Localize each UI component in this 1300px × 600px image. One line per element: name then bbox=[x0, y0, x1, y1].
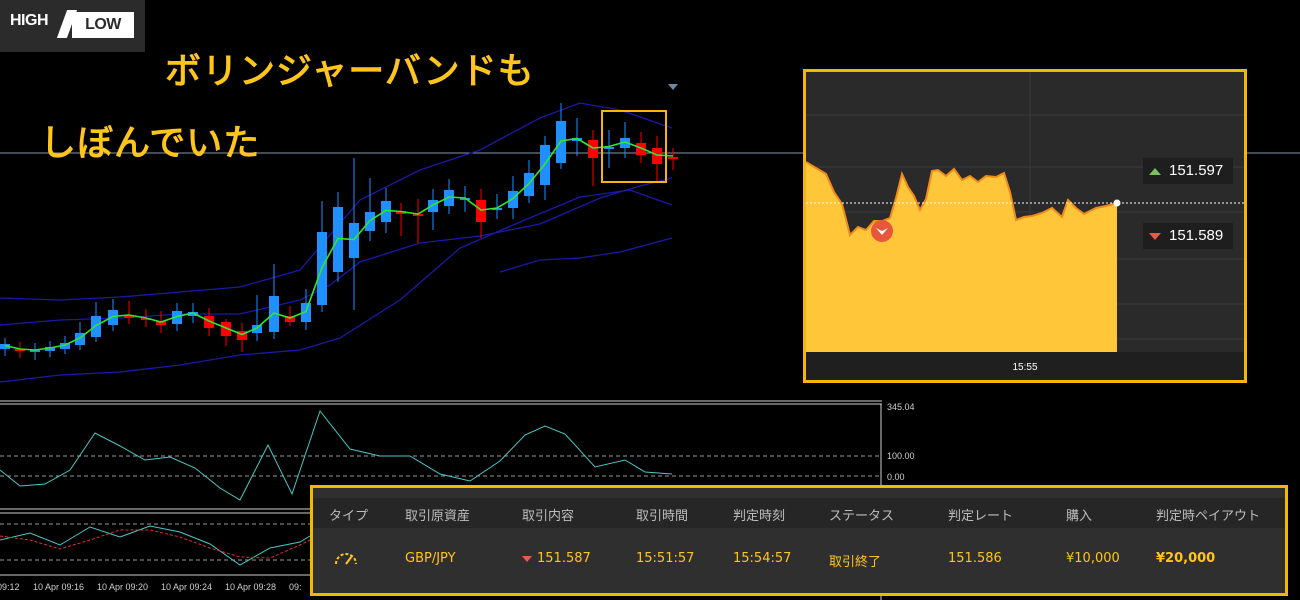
bear-candle bbox=[636, 143, 646, 155]
cell-purchase: ¥10,000 bbox=[1066, 551, 1120, 566]
bull-candle bbox=[45, 347, 55, 351]
bull-candle bbox=[188, 312, 198, 316]
bear-candle bbox=[156, 321, 166, 325]
time-axis-label: 09: bbox=[289, 582, 302, 592]
arrow-down-icon bbox=[522, 555, 532, 562]
time-axis-label: 10 Apr 09:24 bbox=[161, 582, 212, 592]
column-header-type: タイプ bbox=[329, 509, 369, 524]
high-price-tag: 151.597 bbox=[1143, 158, 1234, 184]
time-axis-label: 10 Apr 09:28 bbox=[225, 582, 276, 592]
bear-candle bbox=[15, 349, 25, 351]
column-header-status: ステータス bbox=[829, 509, 895, 524]
arrow-down-icon bbox=[1149, 232, 1161, 240]
bear-candle bbox=[141, 318, 151, 320]
moving-average-line bbox=[4, 137, 674, 351]
column-header-payout: 判定時ペイアウト bbox=[1156, 509, 1261, 524]
bear-candle bbox=[204, 316, 214, 328]
trade-history-panel: タイプ 取引原資産 取引内容 取引時間 判定時刻 ステータス 判定レート 購入 … bbox=[310, 485, 1288, 596]
table-header-row: タイプ 取引原資産 取引内容 取引時間 判定時刻 ステータス 判定レート 購入 … bbox=[313, 498, 1285, 528]
osc-axis-label: 345.04 bbox=[887, 402, 915, 412]
osc-axis-label: 100.00 bbox=[887, 451, 915, 461]
cell-content: 151.587 bbox=[522, 551, 591, 566]
stochastic-signal-line bbox=[0, 529, 311, 559]
bull-candle bbox=[108, 310, 118, 325]
trade-time-strip: 15:55 bbox=[806, 352, 1244, 380]
time-axis-label: 10 Apr 09:16 bbox=[33, 582, 84, 592]
bull-candle bbox=[30, 350, 40, 352]
bull-candle bbox=[252, 325, 262, 333]
bear-candle bbox=[237, 331, 247, 340]
current-price-dot bbox=[1113, 199, 1121, 207]
price-area bbox=[806, 162, 1117, 354]
arrow-up-icon bbox=[1149, 167, 1161, 175]
logo-high-text: HIGH bbox=[10, 12, 49, 29]
bollinger-band bbox=[499, 237, 673, 273]
bear-candle bbox=[476, 200, 486, 222]
logo-low-text: LOW bbox=[72, 12, 134, 38]
cell-content-value: 151.587 bbox=[537, 551, 591, 566]
chevron-down-icon[interactable] bbox=[668, 84, 678, 90]
time-axis-label: 09:12 bbox=[0, 582, 20, 592]
osc-axis-label: 0.00 bbox=[887, 472, 905, 482]
bear-candle bbox=[285, 316, 295, 322]
bull-candle bbox=[572, 138, 582, 141]
bull-candle bbox=[349, 223, 359, 258]
bear-candle bbox=[668, 157, 678, 159]
bull-candle bbox=[604, 147, 614, 149]
bull-candle bbox=[60, 343, 70, 349]
column-header-purchase: 購入 bbox=[1066, 509, 1093, 524]
cell-judgment-rate: 151.586 bbox=[948, 551, 1002, 566]
headline-line-1: ボリンジャーバンドも bbox=[165, 51, 535, 92]
bull-candle bbox=[381, 201, 391, 222]
bull-candle bbox=[492, 208, 502, 210]
highlight-box bbox=[601, 110, 667, 183]
column-header-judgment-time: 判定時刻 bbox=[733, 509, 786, 524]
bull-candle bbox=[444, 190, 454, 206]
bull-candle bbox=[75, 333, 85, 345]
bull-candle bbox=[0, 344, 10, 349]
trade-chart: 151.597 151.589 15:55 bbox=[803, 69, 1247, 383]
cell-payout: ¥20,000 bbox=[1156, 551, 1216, 566]
bull-candle bbox=[428, 200, 438, 212]
high-price: 151.597 bbox=[1169, 162, 1224, 179]
bear-candle bbox=[396, 211, 406, 214]
cell-trade-time: 15:51:57 bbox=[636, 551, 695, 566]
bear-candle bbox=[413, 214, 423, 216]
bull-candle bbox=[508, 191, 518, 208]
column-header-judgment-rate: 判定レート bbox=[948, 509, 1014, 524]
column-header-trade-time: 取引時間 bbox=[636, 509, 689, 524]
bollinger-lower-band bbox=[0, 189, 673, 383]
column-header-asset: 取引原資産 bbox=[405, 509, 471, 524]
low-price: 151.589 bbox=[1169, 227, 1224, 244]
gauge-icon bbox=[335, 553, 357, 565]
bear-candle bbox=[588, 140, 598, 158]
cell-status: 取引終了 bbox=[829, 555, 882, 570]
trade-time-label: 15:55 bbox=[1012, 362, 1038, 373]
oscillator-line bbox=[0, 409, 673, 501]
price-line bbox=[806, 161, 1118, 237]
bear-candle bbox=[124, 316, 134, 318]
table-row[interactable]: GBP/JPY 151.587 15:51:57 15:54:57 取引終了 1… bbox=[313, 542, 1285, 574]
stochastic-main-line bbox=[0, 525, 311, 566]
cell-asset: GBP/JPY bbox=[405, 551, 456, 566]
bull-candle bbox=[620, 138, 630, 148]
headline-line-2: しぼんでいた bbox=[40, 123, 261, 164]
highlow-logo: HIGH LOW bbox=[0, 0, 145, 52]
bull-candle bbox=[172, 311, 182, 324]
bull-candle bbox=[301, 303, 311, 322]
column-header-content: 取引内容 bbox=[522, 509, 575, 524]
cell-judgment-time: 15:54:57 bbox=[733, 551, 792, 566]
entry-marker-icon bbox=[871, 220, 893, 242]
bollinger-upper-band bbox=[0, 102, 673, 301]
time-axis-label: 10 Apr 09:20 bbox=[97, 582, 148, 592]
low-price-tag: 151.589 bbox=[1143, 223, 1234, 249]
bear-candle bbox=[652, 148, 662, 164]
bear-candle bbox=[221, 322, 231, 336]
